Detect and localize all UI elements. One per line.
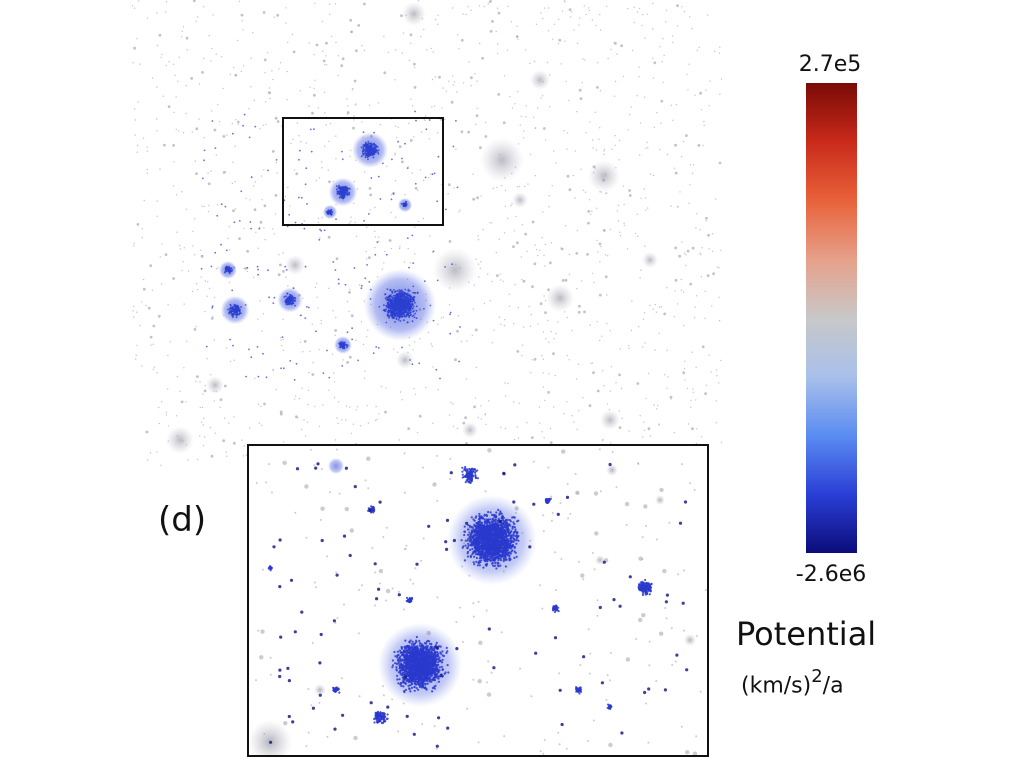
panel-label: (d) — [158, 500, 207, 540]
main-low-potential-particles — [200, 110, 461, 381]
colorbar-units-exponent: 2 — [811, 666, 823, 687]
colorbar-title: Potential — [736, 615, 877, 653]
main-background-particles — [132, 0, 722, 472]
colorbar-max-label: 2.7e5 — [798, 52, 862, 77]
inset-low-potential-particles — [267, 462, 689, 748]
main-density-panel — [132, 0, 722, 472]
colorbar-min-label: -2.6e6 — [795, 562, 867, 587]
colorbar — [806, 83, 857, 553]
inset-background-particles — [248, 448, 707, 756]
colorbar-units-prefix: (km/s) — [741, 673, 812, 699]
inset-zoom-panel — [248, 448, 707, 756]
inset-panel-background — [248, 445, 708, 756]
colorbar-units-suffix: /a — [822, 673, 844, 699]
zoom-region-box — [282, 117, 444, 226]
colorbar-units: (km/s)2/a — [741, 666, 844, 699]
inset-panel-frame — [247, 444, 709, 757]
